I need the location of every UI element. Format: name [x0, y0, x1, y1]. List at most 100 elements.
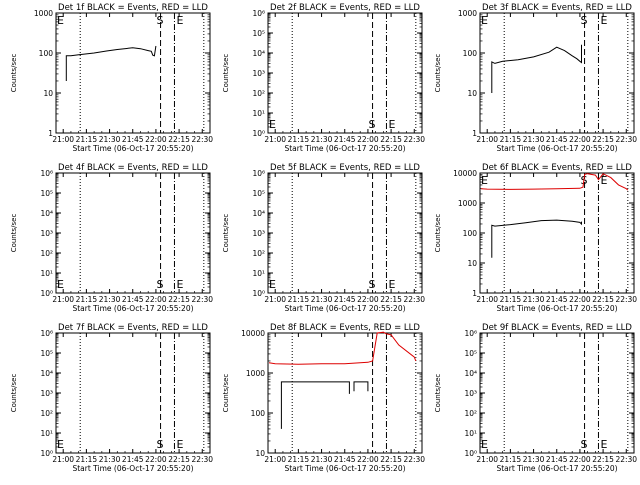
marker-s: S — [157, 438, 164, 451]
y-tick-label: 10² — [252, 249, 265, 258]
y-tick-label: 10⁴ — [252, 49, 265, 58]
panel-title: Det 9f BLACK = Events, RED = LLD — [482, 323, 632, 333]
x-axis-label-date: 06-Oct-17 20:55:20 — [541, 304, 615, 313]
x-tick-label: 22:15 — [592, 135, 614, 144]
y-tick-label: 1 — [472, 129, 477, 138]
y-tick-label: 10² — [40, 409, 53, 418]
x-axis-label-suffix: ) — [191, 464, 194, 473]
plot-frame — [479, 172, 635, 294]
x-axis-label: Start Time (06-Oct-17 20:55:20) — [72, 304, 193, 313]
y-tick-label: 10⁵ — [40, 189, 53, 198]
x-axis-label-suffix: ) — [191, 304, 194, 313]
marker-e-left: E — [57, 14, 64, 27]
x-axis-label: Start Time (06-Oct-17 20:55:20) — [284, 304, 405, 313]
x-axis-label-suffix: ) — [615, 144, 618, 153]
y-axis-label: Counts/sec — [434, 54, 442, 93]
plot-frame — [479, 12, 635, 134]
plot-frame — [479, 332, 635, 454]
marker-e-left: E — [481, 174, 488, 187]
detector-panel-5: Det 5f BLACK = Events, RED = LLD Counts/s… — [222, 163, 425, 313]
panel-title: Det 4f BLACK = Events, RED = LLD — [58, 163, 208, 173]
x-axis-label-prefix: Start Time ( — [496, 144, 540, 153]
x-axis-label-prefix: Start Time ( — [72, 144, 116, 153]
detector-panel-2: Det 2f BLACK = Events, RED = LLD Counts/s… — [222, 3, 425, 153]
x-axis-label: Start Time (06-Oct-17 20:55:20) — [284, 464, 405, 473]
y-tick-label: 10⁴ — [252, 209, 265, 218]
plot-frame — [267, 172, 423, 294]
x-axis-label-suffix: ) — [403, 304, 406, 313]
y-axis-label: Counts/sec — [222, 54, 230, 93]
x-tick-label: 21:45 — [334, 135, 356, 144]
y-tick-label: 10 — [255, 449, 265, 458]
y-tick-label: 1000 — [246, 369, 265, 378]
marker-s: S — [369, 118, 376, 131]
x-tick-label: 21:15 — [288, 295, 310, 304]
y-tick-label: 10¹ — [464, 429, 477, 438]
panel-title: Det 7f BLACK = Events, RED = LLD — [58, 323, 208, 333]
y-tick-label: 10² — [40, 249, 53, 258]
x-tick-label: 21:15 — [288, 455, 310, 464]
y-tick-label: 10³ — [40, 389, 53, 398]
x-tick-label: 21:00 — [52, 455, 74, 464]
x-axis-label-date: 06-Oct-17 20:55:20 — [117, 304, 191, 313]
x-tick-label: 22:15 — [168, 135, 190, 144]
x-axis-label: Start Time (06-Oct-17 20:55:20) — [284, 144, 405, 153]
x-axis-label: Start Time (06-Oct-17 20:55:20) — [496, 144, 617, 153]
x-tick-label: 22:30 — [615, 455, 637, 464]
x-tick-label: 21:30 — [523, 295, 545, 304]
detector-panel-3: Det 3f BLACK = Events, RED = LLD Counts/s… — [434, 3, 637, 153]
x-axis-label-prefix: Start Time ( — [284, 464, 328, 473]
detector-panel-4: Det 4f BLACK = Events, RED = LLD Counts/s… — [10, 163, 213, 313]
y-tick-label: 10² — [252, 89, 265, 98]
y-tick-label: 10⁶ — [464, 329, 477, 338]
y-tick-label: 10⁵ — [252, 189, 265, 198]
marker-e-left: E — [269, 118, 276, 131]
x-tick-label: 21:45 — [546, 135, 568, 144]
marker-s: S — [157, 278, 164, 291]
x-tick-label: 22:30 — [403, 295, 425, 304]
x-axis-label-prefix: Start Time ( — [284, 144, 328, 153]
panel-title: Det 2f BLACK = Events, RED = LLD — [270, 3, 420, 13]
y-tick-label: 10⁰ — [40, 449, 53, 458]
x-axis-label: Start Time (06-Oct-17 20:55:20) — [72, 144, 193, 153]
marker-e: E — [176, 438, 183, 451]
y-tick-label: 10⁰ — [40, 289, 53, 298]
y-tick-label: 10² — [464, 409, 477, 418]
y-tick-label: 10¹ — [40, 269, 53, 278]
x-tick-label: 21:45 — [122, 295, 144, 304]
x-tick-label: 21:30 — [99, 455, 121, 464]
x-tick-label: 22:00 — [145, 295, 167, 304]
marker-s: S — [157, 14, 164, 27]
y-tick-label: 1000 — [458, 9, 477, 18]
x-axis-label-date: 06-Oct-17 20:55:20 — [117, 464, 191, 473]
plot-frame — [55, 12, 211, 134]
marker-e: E — [388, 278, 395, 291]
marker-e: E — [388, 118, 395, 131]
events-series-line — [280, 381, 350, 429]
x-tick-label: 22:15 — [380, 455, 402, 464]
lld-series-line — [480, 173, 629, 191]
x-tick-label: 21:30 — [99, 135, 121, 144]
x-tick-label: 22:30 — [191, 135, 213, 144]
x-tick-label: 21:15 — [76, 295, 98, 304]
y-axis-label: Counts/sec — [10, 374, 18, 413]
y-tick-label: 10⁶ — [252, 9, 265, 18]
x-axis-label-prefix: Start Time ( — [284, 304, 328, 313]
plot-frame — [55, 172, 211, 294]
y-tick-label: 100 — [463, 229, 478, 238]
y-tick-label: 10³ — [252, 229, 265, 238]
x-tick-label: 21:30 — [523, 455, 545, 464]
y-axis-label: Counts/sec — [222, 214, 230, 253]
marker-s: S — [581, 438, 588, 451]
y-tick-label: 10000 — [241, 329, 265, 338]
x-tick-label: 21:45 — [546, 455, 568, 464]
x-tick-label: 21:30 — [523, 135, 545, 144]
marker-e-left: E — [57, 278, 64, 291]
x-tick-label: 21:00 — [476, 295, 498, 304]
x-tick-label: 21:00 — [52, 135, 74, 144]
x-axis-label-prefix: Start Time ( — [72, 464, 116, 473]
events-series-line — [65, 45, 157, 81]
y-tick-label: 10⁶ — [40, 329, 53, 338]
panel-title: Det 6f BLACK = Events, RED = LLD — [482, 163, 632, 173]
